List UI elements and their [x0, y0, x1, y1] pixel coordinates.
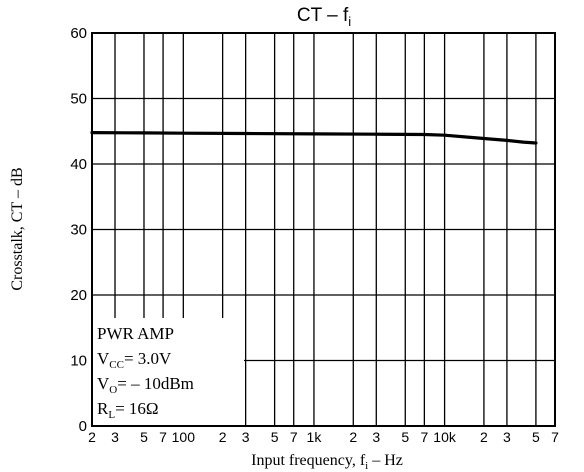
- x-tick-label-10: 2: [349, 429, 357, 445]
- x-tick-label-18: 7: [551, 429, 559, 445]
- x-tick-label-3: 7: [159, 429, 167, 445]
- x-tick-label-4: 100: [172, 429, 196, 445]
- x-tick-label-0: 2: [88, 429, 96, 445]
- x-axis-label: Input frequency, fi – Hz: [251, 452, 403, 472]
- chart-title: CT – fi: [297, 5, 351, 29]
- x-tick-label-6: 3: [242, 429, 250, 445]
- y-tick-label-3: 30: [70, 222, 87, 239]
- x-tick-label-7: 5: [271, 429, 279, 445]
- y-axis-label: Crosstalk, CT – dB: [9, 167, 26, 290]
- y-tick-label-1: 10: [70, 353, 87, 370]
- x-tick-label-9: 1k: [307, 429, 323, 445]
- x-tick-label-5: 2: [219, 429, 227, 445]
- x-tick-label-11: 3: [372, 429, 380, 445]
- cond-vo: VO= – 10dBm: [97, 374, 194, 396]
- cond-pwr-amp: PWR AMP: [97, 324, 174, 343]
- y-tick-label-5: 50: [70, 91, 87, 108]
- x-tick-label-2: 5: [140, 429, 148, 445]
- y-tick-label-6: 60: [70, 25, 87, 42]
- x-tick-label-12: 5: [401, 429, 409, 445]
- plot-frame: [91, 32, 556, 427]
- y-tick-label-0: 0: [79, 418, 87, 435]
- x-tick-label-17: 5: [532, 429, 540, 445]
- y-tick-labels: 0 10 20 30 40 50 60: [70, 25, 87, 435]
- y-tick-label-4: 40: [70, 156, 87, 173]
- grid: [91, 32, 556, 427]
- x-tick-label-14: 10k: [433, 429, 457, 445]
- cond-vcc: VCC= 3.0V: [97, 349, 172, 371]
- data-series: [90, 131, 538, 145]
- x-tick-label-15: 2: [480, 429, 488, 445]
- cond-rl: RL= 16Ω: [97, 399, 159, 421]
- x-tick-label-16: 3: [503, 429, 511, 445]
- series-line-0: [90, 131, 538, 145]
- y-tick-label-2: 20: [70, 287, 87, 304]
- x-tick-label-13: 7: [420, 429, 428, 445]
- x-tick-label-1: 3: [111, 429, 119, 445]
- x-tick-labels: 2 3 5 7 100 2 3 5 7 1k 2 3 5 7 10k 2 3 5 7: [88, 429, 559, 445]
- conditions-box: [92, 318, 244, 426]
- x-tick-label-8: 7: [290, 429, 298, 445]
